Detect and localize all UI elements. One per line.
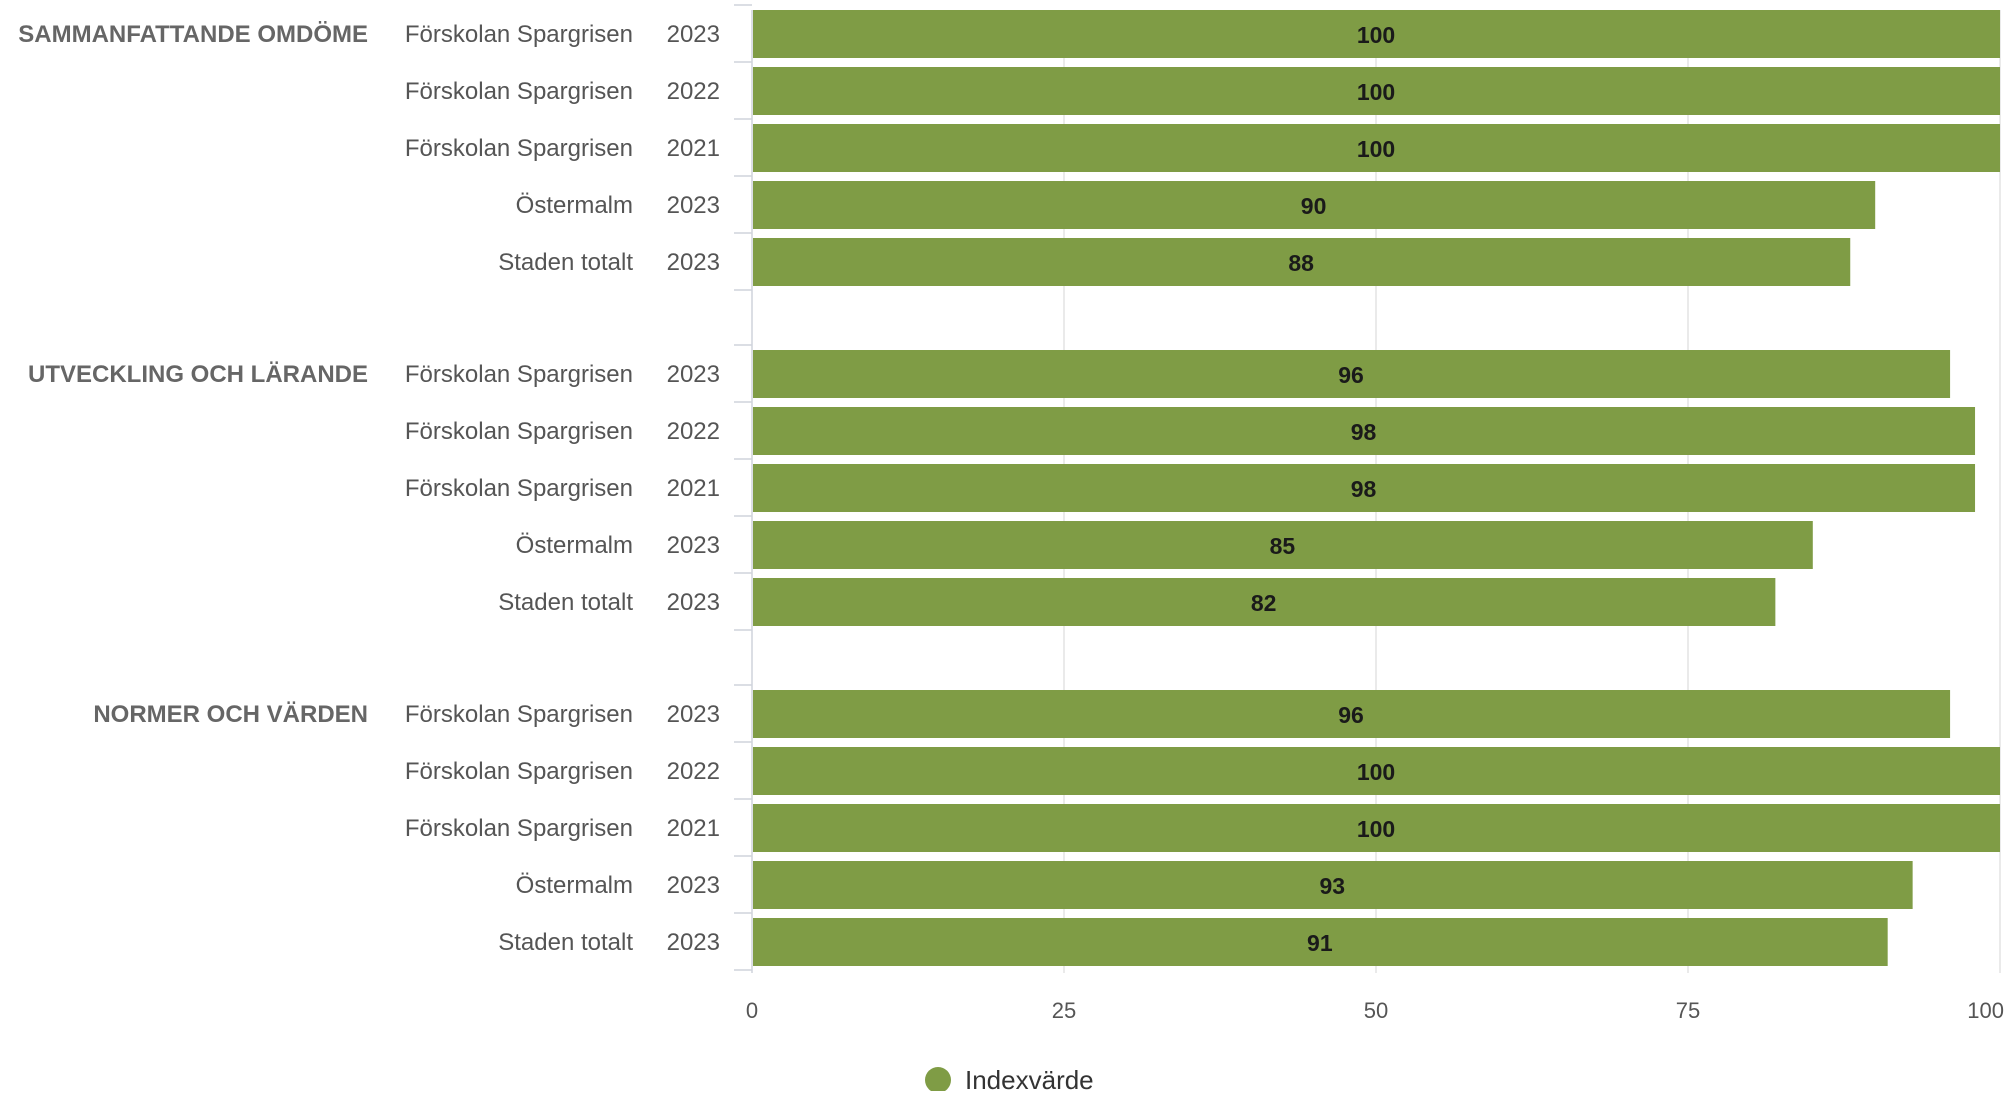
bar <box>753 238 1851 286</box>
data-label: 100 <box>1357 759 1395 785</box>
unit-label: Förskolan Spargrisen <box>405 135 633 162</box>
bar <box>753 918 1888 966</box>
unit-label: Förskolan Spargrisen <box>405 701 633 728</box>
data-label: 91 <box>1307 930 1333 956</box>
data-label: 100 <box>1357 816 1395 842</box>
data-label: 100 <box>1357 22 1395 48</box>
year-label: 2023 <box>667 21 720 48</box>
unit-label: Östermalm <box>516 872 633 899</box>
data-label: 96 <box>1338 362 1364 388</box>
year-label: 2023 <box>667 589 720 616</box>
data-label: 98 <box>1351 419 1377 445</box>
bar <box>753 350 1951 398</box>
unit-label: Förskolan Spargrisen <box>405 758 633 785</box>
bar <box>753 747 2000 795</box>
data-label: 93 <box>1320 873 1346 899</box>
bar <box>753 124 2000 172</box>
group-label: SAMMANFATTANDE OMDÖME <box>18 21 368 48</box>
unit-label: Förskolan Spargrisen <box>405 21 633 48</box>
data-label: 82 <box>1251 590 1277 616</box>
group-label: UTVECKLING OCH LÄRANDE <box>28 361 368 388</box>
group-label: NORMER OCH VÄRDEN <box>93 701 368 728</box>
x-tick-label: 0 <box>746 998 758 1023</box>
bar <box>753 10 2000 58</box>
unit-label: Östermalm <box>516 192 633 219</box>
data-label: 85 <box>1270 533 1296 559</box>
year-label: 2023 <box>667 532 720 559</box>
bar <box>753 861 1913 909</box>
bar <box>753 407 1976 455</box>
unit-label: Förskolan Spargrisen <box>405 815 633 842</box>
data-label: 98 <box>1351 476 1377 502</box>
bar <box>753 521 1813 569</box>
data-label: 100 <box>1357 136 1395 162</box>
year-label: 2022 <box>667 758 720 785</box>
year-label: 2021 <box>667 475 720 502</box>
unit-label: Förskolan Spargrisen <box>405 475 633 502</box>
year-label: 2023 <box>667 872 720 899</box>
unit-label: Staden totalt <box>498 249 633 276</box>
year-label: 2023 <box>667 929 720 956</box>
year-label: 2022 <box>667 418 720 445</box>
unit-label: Förskolan Spargrisen <box>405 78 633 105</box>
year-label: 2023 <box>667 361 720 388</box>
bar <box>753 464 1976 512</box>
year-label: 2023 <box>667 249 720 276</box>
bar <box>753 181 1876 229</box>
bar <box>753 67 2000 115</box>
data-label: 90 <box>1301 193 1327 219</box>
year-label: 2021 <box>667 815 720 842</box>
bar <box>753 804 2000 852</box>
unit-label: Staden totalt <box>498 589 633 616</box>
unit-label: Förskolan Spargrisen <box>405 418 633 445</box>
bar <box>753 578 1776 626</box>
year-label: 2023 <box>667 701 720 728</box>
data-label: 100 <box>1357 79 1395 105</box>
x-tick-label: 25 <box>1052 998 1076 1023</box>
unit-label: Staden totalt <box>498 929 633 956</box>
year-label: 2021 <box>667 135 720 162</box>
year-label: 2023 <box>667 192 720 219</box>
data-label: 88 <box>1288 250 1314 276</box>
x-tick-label: 50 <box>1364 998 1388 1023</box>
x-tick-label: 75 <box>1676 998 1700 1023</box>
x-tick-label: 100 <box>1967 998 2004 1023</box>
data-label: 96 <box>1338 702 1364 728</box>
year-label: 2022 <box>667 78 720 105</box>
unit-label: Förskolan Spargrisen <box>405 361 633 388</box>
legend-label: Indexvärde <box>965 1065 1094 1091</box>
bar <box>753 690 1951 738</box>
legend-marker <box>925 1067 951 1093</box>
unit-label: Östermalm <box>516 532 633 559</box>
